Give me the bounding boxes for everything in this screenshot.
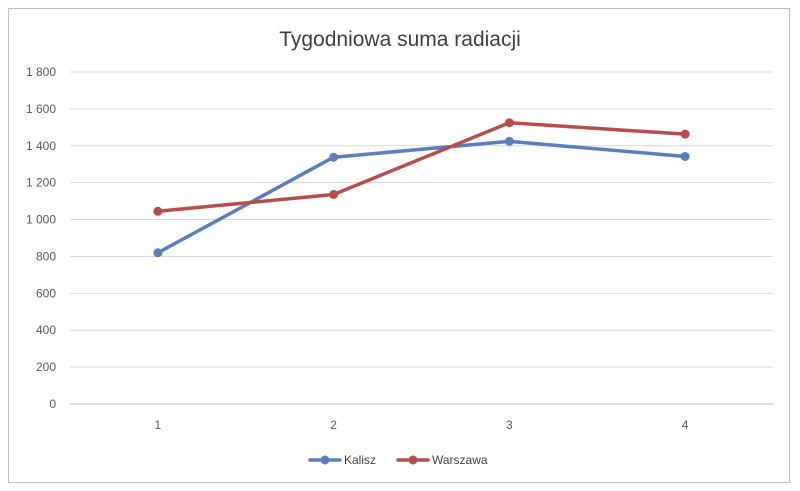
data-point — [329, 189, 339, 199]
data-point — [153, 206, 163, 216]
data-point — [153, 248, 163, 258]
data-point — [680, 151, 690, 161]
y-tick-label: 800 — [36, 249, 56, 263]
x-axis-ticks: 1 2 3 4 — [155, 418, 689, 432]
legend-item: Warszawa — [396, 453, 488, 467]
legend-label: Kalisz — [344, 453, 376, 467]
series-line — [156, 139, 687, 255]
legend: Kalisz Warszawa — [308, 453, 488, 467]
y-tick-label: 1 200 — [26, 176, 56, 190]
legend-marker-dot — [320, 455, 330, 465]
legend-marker-dot — [408, 455, 418, 465]
y-tick-label: 0 — [49, 397, 56, 411]
data-point — [329, 152, 339, 162]
x-tick-label: 1 — [155, 418, 162, 432]
y-tick-label: 400 — [36, 323, 56, 337]
y-tick-label: 200 — [36, 360, 56, 374]
y-tick-label: 1 000 — [26, 213, 56, 227]
series-lines — [153, 118, 690, 258]
series-line — [156, 120, 687, 214]
y-axis-ticks: 0 200 400 600 800 1 000 1 200 1 400 1 600 1 800 — [26, 65, 56, 411]
legend-item: Kalisz — [308, 453, 376, 467]
legend-label: Warszawa — [432, 453, 488, 467]
y-tick-label: 600 — [36, 286, 56, 300]
data-point — [680, 129, 690, 139]
data-point — [504, 136, 514, 146]
gridlines — [70, 71, 773, 405]
x-tick-label: 4 — [682, 418, 689, 432]
y-tick-label: 1 600 — [26, 102, 56, 116]
x-tick-label: 3 — [506, 418, 513, 432]
x-tick-label: 2 — [330, 418, 337, 432]
y-tick-label: 1 400 — [26, 139, 56, 153]
data-point — [504, 118, 514, 128]
chart-title: Tygodniowa suma radiacji — [279, 28, 521, 51]
y-tick-label: 1 800 — [26, 65, 56, 79]
